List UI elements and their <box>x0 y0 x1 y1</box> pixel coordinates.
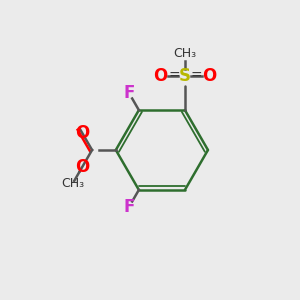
Text: =: = <box>168 69 180 82</box>
Text: F: F <box>124 198 135 216</box>
Text: S: S <box>179 67 191 85</box>
Text: CH₃: CH₃ <box>61 177 84 190</box>
Text: O: O <box>153 67 167 85</box>
Text: O: O <box>75 124 89 142</box>
Text: =: = <box>190 69 202 82</box>
Text: O: O <box>75 158 89 176</box>
Text: F: F <box>124 84 135 102</box>
Text: O: O <box>202 67 217 85</box>
Text: CH₃: CH₃ <box>173 47 196 60</box>
